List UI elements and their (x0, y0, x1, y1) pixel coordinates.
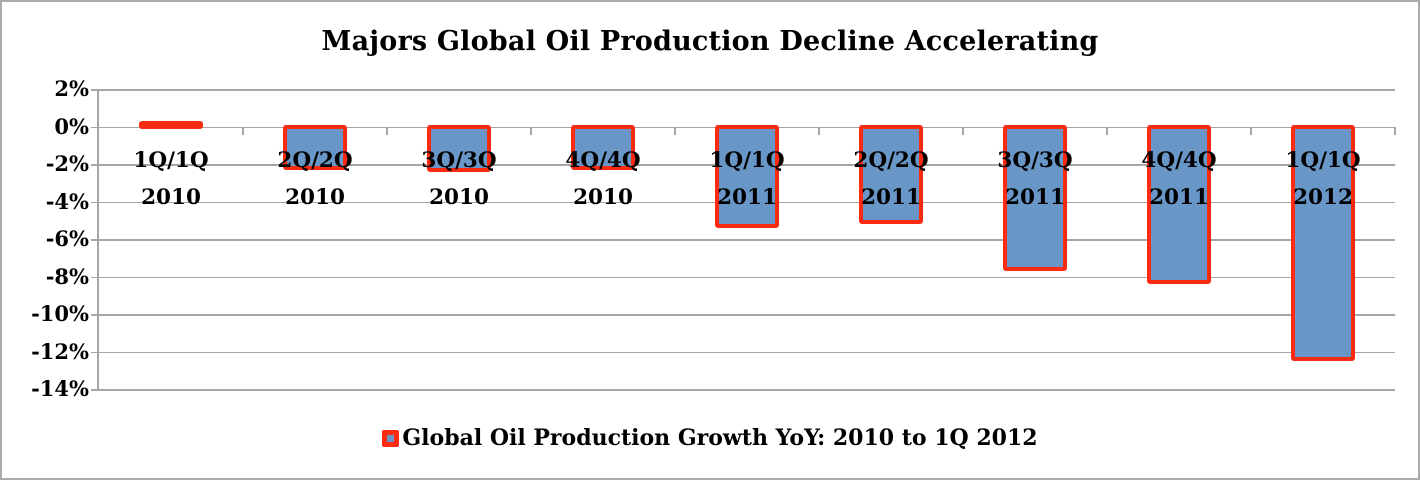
x-axis-tick (1394, 126, 1396, 135)
gridline (99, 276, 1395, 279)
category-year: 2011 (717, 185, 777, 210)
gridline (99, 89, 1395, 91)
category-year: 2010 (573, 185, 633, 210)
category-label: 1Q/1Q 2011 (675, 142, 819, 216)
legend-label: Global Oil Production Growth YoY: 2010 t… (402, 425, 1038, 451)
bar-2q-2q-2010 (283, 124, 347, 170)
category-period: 2Q/2Q (853, 148, 929, 173)
plot-area: 2% 0% -2% -4% -6% -8% -10% -12% -14% 1Q/1Q 2010 2Q/… (31, 76, 1396, 401)
x-axis-tick (1106, 126, 1108, 135)
x-axis-tick (386, 126, 388, 135)
category-label: 3Q/3Q 2010 (387, 142, 531, 216)
bar-4q-4q-2010 (571, 124, 635, 170)
x-axis-tick (530, 126, 532, 135)
y-axis-tick (91, 89, 99, 91)
bar-3q-3q-2011 (1003, 124, 1067, 271)
x-axis-tick (242, 126, 244, 135)
category-period: 4Q/4Q (565, 148, 641, 173)
category-label: 1Q/1Q 2010 (99, 142, 243, 216)
category-year: 2011 (861, 185, 921, 210)
x-axis-tick (962, 126, 964, 135)
y-axis-tick-label: 2% (54, 76, 89, 101)
y-axis-tick (91, 314, 99, 316)
bar-1q-1q-2010 (139, 120, 203, 129)
category-label: 1Q/1Q 2012 (1251, 142, 1395, 216)
x-axis-tick (674, 126, 676, 135)
bar-3q-3q-2010 (427, 124, 491, 172)
legend: Global Oil Production Growth YoY: 2010 t… (2, 421, 1418, 455)
y-axis-tick (91, 126, 99, 129)
bar-1q-1q-2012 (1291, 124, 1355, 361)
y-axis-tick (91, 164, 99, 166)
bar-4q-4q-2011 (1147, 124, 1211, 285)
x-axis-tick (1250, 126, 1252, 135)
y-axis-tick (91, 201, 99, 204)
category-period: 1Q/1Q (133, 148, 209, 173)
y-axis-tick (91, 389, 99, 391)
y-axis-tick (91, 239, 99, 241)
gridline (99, 389, 1395, 391)
category-year: 2010 (429, 185, 489, 210)
x-axis-tick (818, 126, 820, 135)
category-label: 3Q/3Q 2011 (963, 142, 1107, 216)
category-period: 2Q/2Q (277, 148, 353, 173)
y-axis-tick-label: -6% (45, 226, 89, 251)
category-year: 2010 (285, 185, 345, 210)
category-period: 3Q/3Q (997, 148, 1073, 173)
category-label: 4Q/4Q 2010 (531, 142, 675, 216)
category-label: 4Q/4Q 2011 (1107, 142, 1251, 216)
category-label: 2Q/2Q 2010 (243, 142, 387, 216)
y-axis-tick (91, 351, 99, 354)
legend-marker-icon (382, 429, 400, 447)
category-year: 2012 (1293, 185, 1353, 210)
bar-1q-1q-2011 (715, 124, 779, 228)
y-axis-tick-label: -4% (45, 188, 89, 214)
y-axis-tick-label: -8% (45, 263, 89, 289)
category-year: 2011 (1005, 185, 1065, 210)
y-axis-tick-label: -12% (31, 338, 89, 364)
chart-title: Majors Global Oil Production Decline Acc… (321, 26, 1099, 57)
category-period: 1Q/1Q (1285, 148, 1361, 173)
gridline (99, 239, 1395, 241)
y-axis-tick-label: 0% (54, 113, 89, 139)
y-axis-tick-label: -10% (31, 301, 89, 326)
y-axis-tick-label: -2% (45, 151, 89, 176)
gridline (99, 314, 1395, 316)
category-year: 2010 (141, 185, 201, 210)
category-period: 4Q/4Q (1141, 148, 1217, 173)
bar-2q-2q-2011 (859, 124, 923, 225)
category-period: 3Q/3Q (421, 148, 497, 173)
category-period: 1Q/1Q (709, 148, 785, 173)
gridline (99, 351, 1395, 354)
y-axis-tick (91, 276, 99, 279)
y-axis-tick-label: -14% (31, 376, 89, 401)
category-year: 2011 (1149, 185, 1209, 210)
category-label: 2Q/2Q 2011 (819, 142, 963, 216)
